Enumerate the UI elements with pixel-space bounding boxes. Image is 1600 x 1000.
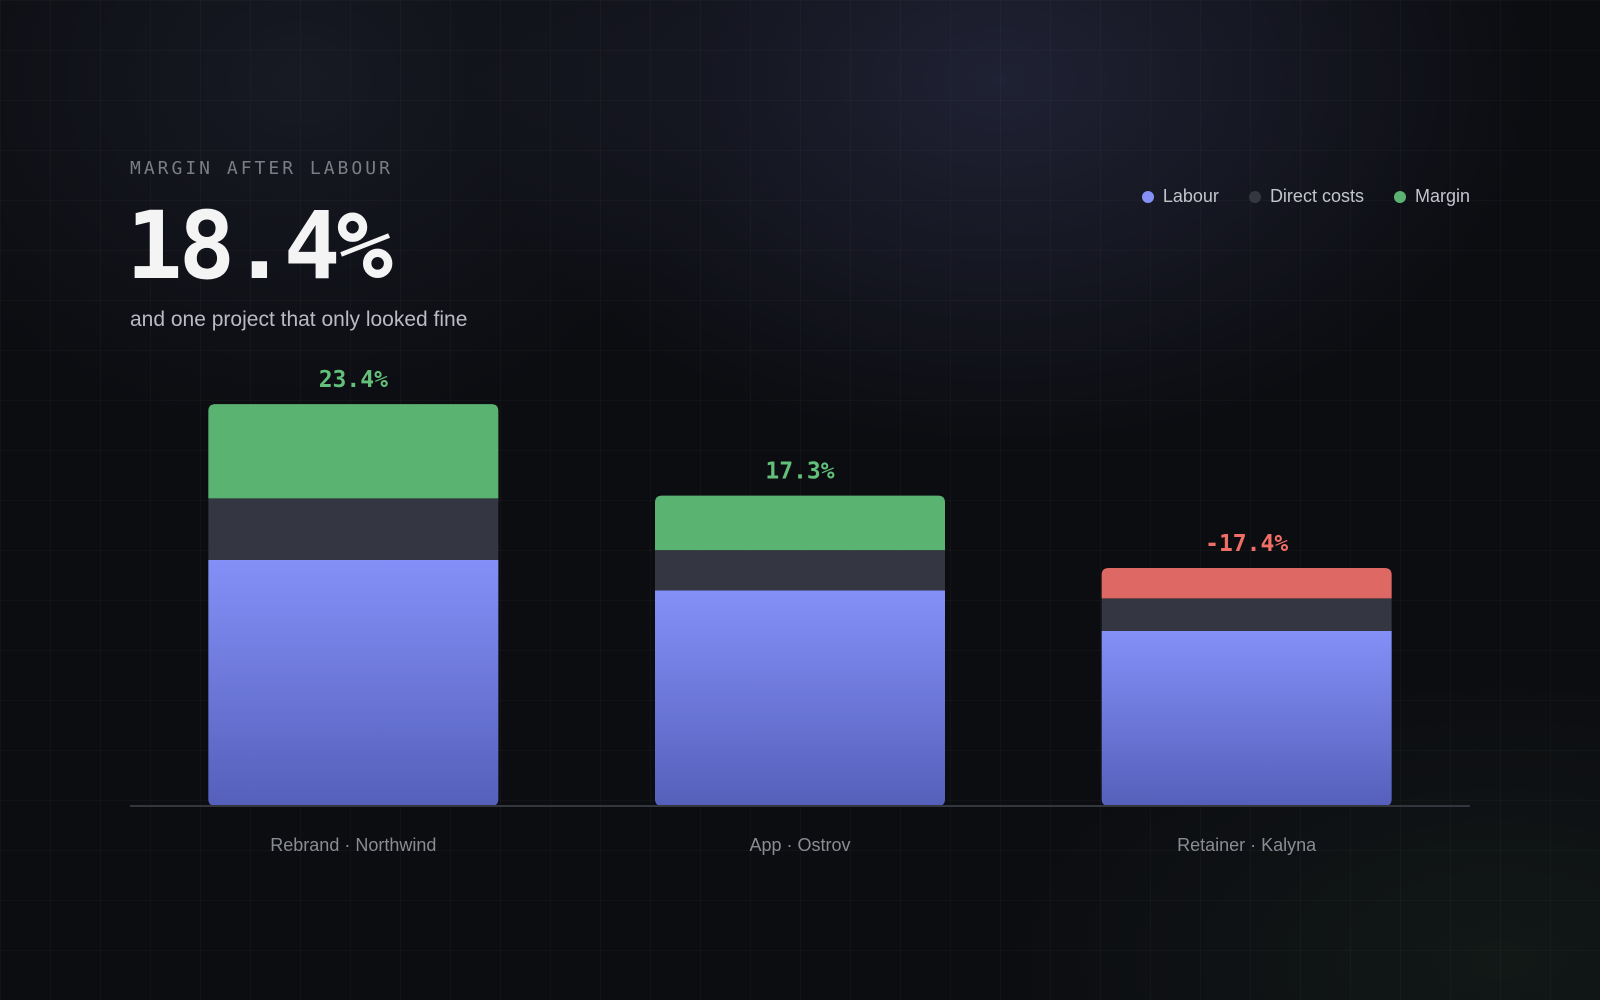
- category-label-rebrand-northwind: Rebrand · Northwind: [270, 835, 436, 855]
- legend-dot-direct-costs: [1248, 190, 1261, 203]
- legend-dot-labour: [1141, 190, 1154, 203]
- legend: Labour Direct costs Margin: [1141, 186, 1470, 207]
- category-label-app-ostrov: App · Ostrov: [749, 835, 850, 855]
- legend-item-labour: Labour: [1141, 186, 1219, 207]
- bar-segment-labour-rebrand-northwind: [208, 559, 499, 806]
- legend-label-margin: Margin: [1414, 186, 1470, 206]
- legend-item-margin: Margin: [1393, 186, 1470, 207]
- bar-value-label-app-ostrov: 17.3%: [765, 459, 834, 485]
- headline-metric: 18.4%: [126, 192, 393, 301]
- legend-item-direct-costs: Direct costs: [1248, 186, 1364, 207]
- legend-dot-margin: [1393, 190, 1406, 203]
- bar-value-label-rebrand-northwind: 23.4%: [319, 367, 388, 393]
- legend-label-labour: Labour: [1162, 186, 1219, 206]
- bar-segment-margin-app-ostrov: [655, 495, 945, 551]
- bar-segment-direct-costs-rebrand-northwind: [208, 498, 499, 560]
- legend-label-direct-costs: Direct costs: [1269, 186, 1364, 206]
- bar-segment-direct-costs-retainer-kalyna: [1101, 598, 1392, 631]
- bar-segment-labour-retainer-kalyna: [1101, 630, 1392, 806]
- chart-eyebrow: MARGIN AFTER LABOUR: [130, 158, 393, 179]
- bar-segment-margin-retainer-kalyna: [1101, 568, 1392, 599]
- bar-segment-margin-rebrand-northwind: [208, 404, 499, 499]
- bar-value-label-retainer-kalyna: -17.4%: [1205, 531, 1288, 557]
- bar-segment-labour-app-ostrov: [655, 590, 945, 806]
- bar-segment-direct-costs-app-ostrov: [655, 550, 945, 591]
- chart-subtitle: and one project that only looked fine: [130, 308, 468, 331]
- category-label-retainer-kalyna: Retainer · Kalyna: [1177, 835, 1317, 855]
